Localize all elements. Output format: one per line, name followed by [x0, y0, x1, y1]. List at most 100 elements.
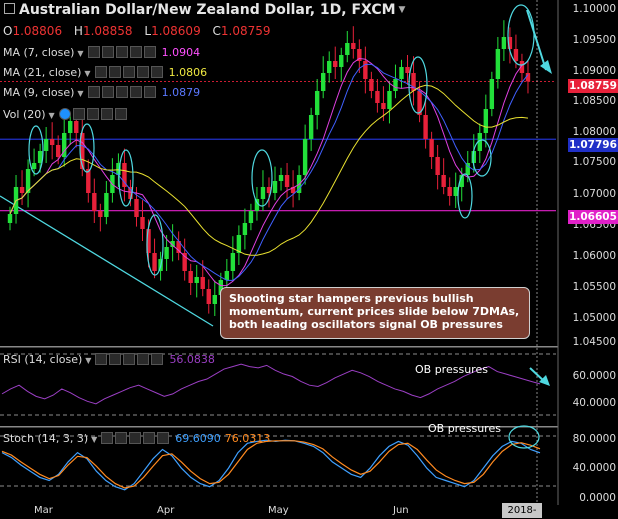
- last-price-tag: 1.08759: [568, 79, 618, 93]
- candle-body: [363, 61, 368, 79]
- candle-body: [387, 91, 392, 109]
- candle-body: [122, 163, 127, 187]
- price-tick: 1.06000: [572, 250, 616, 262]
- rsi-tick: 60.0000: [572, 370, 616, 382]
- level-tag-magenta: 1.06605: [568, 210, 618, 224]
- candle-body: [176, 241, 181, 253]
- candle-body: [266, 187, 272, 193]
- candle-body: [441, 175, 446, 187]
- analysis-annotation: Shooting star hampers previous bullish m…: [220, 287, 530, 339]
- ma7-value: 1.0904: [161, 46, 201, 59]
- candle-body: [399, 67, 404, 79]
- high-value: 1.08858: [82, 24, 133, 38]
- legend-ma7[interactable]: MA (7, close) ▼ 1.0904: [3, 46, 201, 61]
- price-tick: 1.08500: [572, 95, 616, 107]
- arrow-head: [539, 375, 550, 386]
- candle-body: [7, 214, 13, 223]
- candle-body: [459, 175, 464, 187]
- candle-body: [417, 91, 422, 115]
- candle-body: [272, 181, 278, 193]
- candle-body: [134, 199, 139, 217]
- candle-body: [248, 211, 254, 223]
- ma21-value: 1.0806: [168, 66, 208, 79]
- legend-ma21[interactable]: MA (21, close) ▼ 1.0806: [3, 66, 208, 79]
- candle-body: [19, 187, 25, 193]
- candle-body: [351, 43, 356, 49]
- candle-body: [25, 169, 31, 193]
- candle-body: [471, 151, 476, 163]
- candle-body: [507, 37, 513, 49]
- legend-volume[interactable]: Vol (20) ▼: [3, 108, 129, 123]
- candle-body: [369, 79, 374, 91]
- highlight-circle: [472, 139, 492, 177]
- candle-body: [489, 79, 495, 109]
- chart-title: Australian Dollar/New Zealand Dollar, 1D…: [19, 2, 396, 18]
- candle-body: [104, 193, 109, 217]
- candle-body: [236, 235, 242, 253]
- candle-body: [278, 175, 284, 181]
- candle-body: [525, 73, 531, 82]
- candle-body: [290, 187, 296, 193]
- price-tick: 1.05500: [572, 281, 616, 293]
- candle-body: [495, 49, 501, 79]
- ma7-line: [9, 57, 529, 287]
- candle-body: [260, 187, 266, 199]
- candle-body: [254, 199, 260, 211]
- stoch-tick: 80.0000: [572, 433, 616, 445]
- candle-body: [206, 289, 211, 304]
- candle-body: [152, 253, 157, 271]
- trendline: [0, 195, 214, 327]
- candle-body: [411, 73, 416, 91]
- candle-body: [43, 139, 49, 151]
- candle-body: [453, 187, 458, 196]
- rsi-tick: 40.0000: [572, 397, 616, 409]
- price-tick: 1.04500: [572, 336, 616, 348]
- candle-body: [393, 79, 398, 91]
- ohlc-readout: O1.08806 H1.08858 L1.08609 C1.08759: [3, 24, 271, 38]
- legend-rsi[interactable]: RSI (14, close) ▼ 56.0838: [3, 353, 215, 366]
- candle-body: [86, 169, 91, 193]
- candle-body: [357, 49, 362, 61]
- candle-body: [146, 229, 151, 253]
- panel-divider: [0, 426, 558, 428]
- panel-divider: [0, 346, 558, 348]
- candle-body: [339, 55, 344, 67]
- candle-body: [429, 139, 434, 157]
- price-tick: 1.09000: [572, 65, 616, 77]
- indicator-buttons[interactable]: [87, 46, 158, 61]
- candle-body: [314, 91, 320, 115]
- highlight-circle: [146, 214, 164, 276]
- candle-body: [128, 187, 133, 199]
- candle-body: [230, 253, 236, 271]
- candle-body: [80, 133, 85, 169]
- candle-body: [345, 43, 350, 55]
- legend-ma9[interactable]: MA (9, close) ▼ 1.0879: [3, 86, 201, 99]
- price-tick: 1.08000: [572, 126, 616, 138]
- symbol-logo-icon: [4, 3, 15, 14]
- highlight-circle: [79, 123, 95, 173]
- stoch-d-line: [1, 440, 541, 489]
- chevron-down-icon[interactable]: ▼: [398, 5, 406, 15]
- candle-body: [483, 109, 489, 133]
- price-tick: 1.05000: [572, 312, 616, 324]
- stoch-d-value: 76.0313: [224, 432, 271, 445]
- candle-body: [308, 115, 314, 139]
- chart-title-bar: Australian Dollar/New Zealand Dollar, 1D…: [0, 2, 405, 20]
- stoch-tick: 40.0000: [572, 462, 616, 474]
- time-tick: Apr: [157, 505, 175, 516]
- candle-body: [381, 103, 386, 109]
- candle-body: [62, 133, 67, 157]
- rsi-ob-label: OB pressures: [415, 363, 488, 376]
- candle-body: [98, 211, 103, 217]
- rsi-line: [1, 363, 541, 405]
- ma9-value: 1.0879: [161, 86, 201, 99]
- highlight-circle: [28, 125, 44, 175]
- candle-body: [519, 61, 525, 73]
- legend-stoch[interactable]: Stoch (14, 3, 3) ▼ 69.6090 76.0313: [3, 432, 271, 445]
- highlight-circle: [457, 173, 473, 219]
- candle-body: [140, 217, 145, 229]
- candle-body: [513, 49, 519, 61]
- price-tick: 1.07000: [572, 188, 616, 200]
- candle-body: [212, 295, 217, 304]
